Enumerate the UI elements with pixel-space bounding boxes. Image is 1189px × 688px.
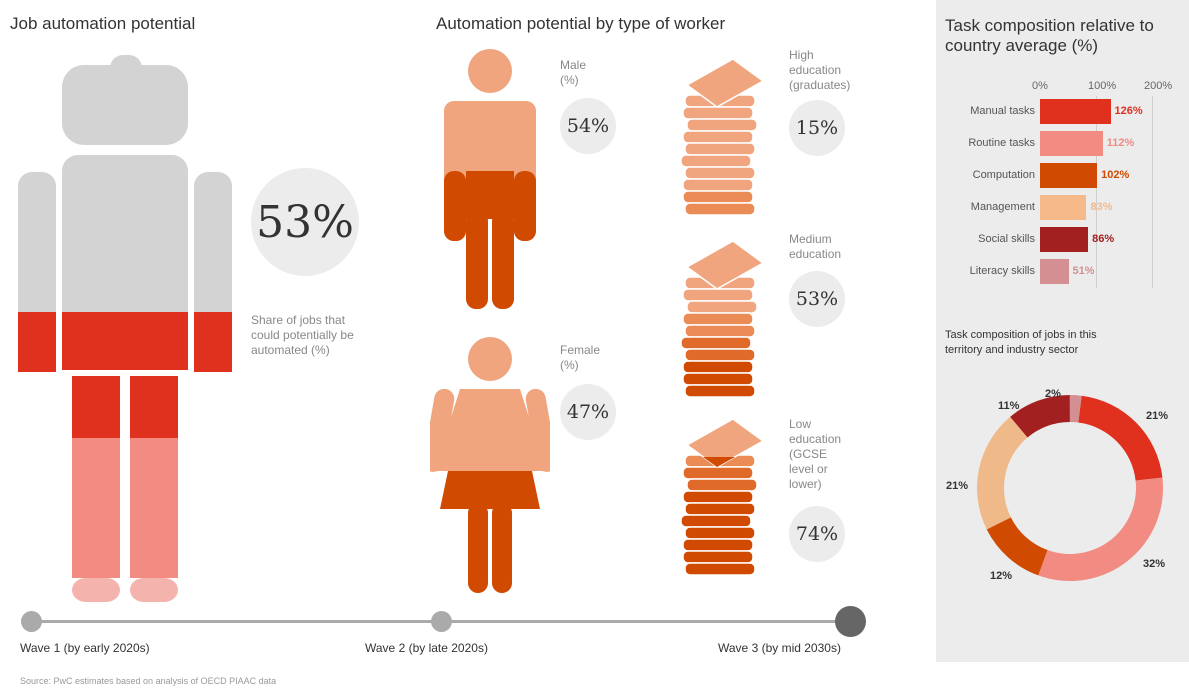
donut-slice-label: 32% [1143, 558, 1166, 570]
donut-chart-title: Task composition of jobs in this territo… [945, 329, 1097, 356]
bar-gridline [1152, 96, 1153, 288]
wave2-label[interactable]: Wave 2 (by late 2020s) [365, 641, 488, 655]
bar-category-label: Manual tasks [970, 105, 1035, 117]
high-education-value-circle: 15% [789, 100, 845, 156]
source-note: Source: PwC estimates based on analysis … [20, 676, 277, 686]
female-value-circle: 47% [560, 384, 616, 440]
male-value-circle: 54% [560, 98, 616, 154]
donut-slice [1078, 395, 1163, 481]
donut-slice-label: 11% [998, 400, 1020, 412]
high-education-value: 15% [795, 117, 839, 139]
bar-axis-tick: 100% [1088, 80, 1117, 92]
bar [1040, 163, 1098, 188]
wave3-label[interactable]: Wave 3 (by mid 2030s) [718, 641, 841, 655]
donut-slice [1010, 395, 1070, 438]
book-stacks [680, 58, 765, 576]
bar-category-label: Social skills [978, 233, 1035, 245]
bar-category-label: Management [970, 201, 1035, 213]
bar [1040, 195, 1087, 220]
wave1-label[interactable]: Wave 1 (by early 2020s) [20, 641, 150, 655]
male-label: Male (%) [560, 58, 587, 87]
bar-axis-tick: 200% [1144, 80, 1173, 92]
bar-value-label: 83% [1090, 201, 1113, 213]
donut-slice [1038, 477, 1163, 581]
overall-value-circle: 53% [251, 168, 359, 276]
overall-caption: Share of jobs that could potentially be … [251, 313, 354, 357]
wave3-dot[interactable] [835, 606, 866, 637]
wave2-dot[interactable] [431, 611, 452, 632]
bar-value-label: 126% [1114, 105, 1143, 117]
male-figure [444, 49, 536, 309]
bar-value-label: 102% [1101, 169, 1130, 181]
bar [1040, 131, 1103, 156]
low-education-books [680, 418, 765, 576]
task-donut-chart [977, 395, 1163, 581]
donut-slice [977, 416, 1028, 530]
robot-right-leg [130, 376, 178, 438]
donut-slice-label: 21% [1146, 410, 1169, 422]
donut-slice-label: 2% [1045, 388, 1061, 400]
medium-education-value-circle: 53% [789, 271, 845, 327]
donut-slice [1069, 395, 1082, 423]
medium-education-value: 53% [795, 288, 839, 310]
bar-category-label: Computation [972, 169, 1035, 181]
low-education-value: 74% [795, 523, 839, 545]
robot-left-leg [72, 376, 120, 438]
medium-education-books [680, 240, 765, 398]
robot-figure [18, 55, 232, 602]
male-value: 54% [566, 115, 610, 137]
bar [1040, 227, 1089, 252]
robot-torso-fill [62, 312, 188, 370]
bar-chart-title: Task composition relative to country ave… [945, 16, 1154, 55]
female-label: Female (%) [560, 343, 601, 372]
bar-value-label: 86% [1092, 233, 1115, 245]
bar-axis-tick: 0% [1032, 80, 1048, 92]
bar-value-label: 51% [1072, 265, 1095, 277]
female-value: 47% [566, 401, 610, 423]
low-education-label: Low education (GCSE level or lower) [789, 417, 842, 491]
donut-slice-label: 12% [990, 570, 1013, 582]
robot-head [62, 65, 188, 145]
high-education-books [680, 58, 765, 216]
worker-type-title: Automation potential by type of worker [436, 14, 726, 33]
female-figure [430, 337, 550, 593]
overall-value: 53% [256, 196, 354, 248]
job-automation-title: Job automation potential [10, 14, 196, 33]
donut-slice [986, 517, 1048, 576]
high-education-label: High education (graduates) [789, 48, 851, 92]
medium-education-label: Medium education [789, 232, 842, 261]
bar-category-label: Routine tasks [968, 137, 1035, 149]
wave1-dot[interactable] [21, 611, 42, 632]
bar-category-label: Literacy skills [969, 265, 1035, 277]
bar-value-label: 112% [1106, 137, 1135, 149]
donut-slice-label: 21% [946, 480, 969, 492]
bar-gridline [1096, 96, 1097, 288]
bar [1040, 99, 1111, 124]
bar [1040, 259, 1069, 284]
low-education-value-circle: 74% [789, 506, 845, 562]
